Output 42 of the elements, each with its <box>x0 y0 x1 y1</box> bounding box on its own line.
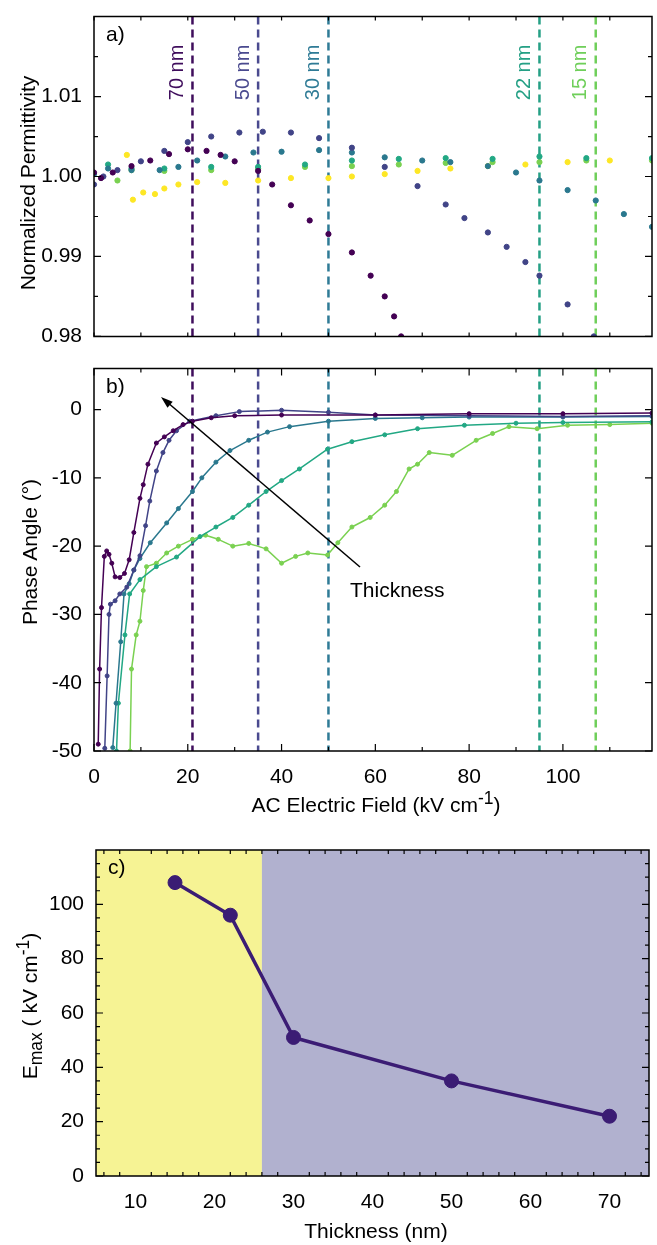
x-tick-label: 20 <box>176 764 200 788</box>
x-tick-label: 10 <box>123 1189 148 1213</box>
y-tick-label: -30 <box>51 601 82 625</box>
y-tick-label: -40 <box>51 669 82 693</box>
y-tick-label: 20 <box>60 1108 84 1132</box>
y-tick-label: -10 <box>51 464 82 488</box>
y-tick-label: 0 <box>70 396 82 420</box>
y-tick-label: -50 <box>51 737 82 761</box>
chart-title: a) <box>106 21 125 45</box>
x-tick-label: 70 <box>597 1189 622 1213</box>
x-tick-label: 0 <box>88 764 100 788</box>
y-tick-label: 1.01 <box>41 83 82 107</box>
y-tick-label: 60 <box>60 999 84 1023</box>
ref-line-label: 50 nm <box>230 44 253 101</box>
x-tick-label: 60 <box>518 1189 543 1213</box>
chart-title: c) <box>108 855 126 879</box>
annotation: Thickness <box>350 578 445 602</box>
ref-line-label: 22 nm <box>511 44 534 101</box>
x-tick-label: 50 <box>439 1189 464 1213</box>
x-axis-title: Thickness (nm) <box>304 1219 448 1243</box>
x-tick-label: 30 <box>281 1189 306 1213</box>
ref-line-label: 70 nm <box>164 44 187 101</box>
x-tick-label: 40 <box>360 1189 385 1213</box>
y-tick-label: 80 <box>60 945 84 969</box>
x-tick-label: 40 <box>269 764 294 788</box>
y-tick-label: 40 <box>60 1054 84 1078</box>
y-axis-title: Normalized Permittivity <box>16 75 40 291</box>
chart-title: b) <box>106 373 125 397</box>
ref-line-label: 30 nm <box>300 44 323 101</box>
y-tick-label: 0 <box>72 1162 84 1186</box>
ref-line-label: 15 nm <box>568 44 591 101</box>
x-axis-title: AC Electric Field (kV cm$^{-1}$) <box>251 787 501 817</box>
y-axis-title: Phase Angle (°) <box>18 478 42 626</box>
y-tick-label: 0.98 <box>41 323 82 347</box>
y-tick-label: -20 <box>51 532 82 556</box>
x-tick-label: 100 <box>545 764 581 788</box>
x-tick-label: 80 <box>457 764 481 788</box>
x-tick-label: 20 <box>202 1189 227 1213</box>
y-tick-label: 1.00 <box>41 163 82 187</box>
y-tick-label: 100 <box>48 891 84 915</box>
y-tick-label: 0.99 <box>41 243 82 267</box>
x-tick-label: 60 <box>363 764 388 788</box>
